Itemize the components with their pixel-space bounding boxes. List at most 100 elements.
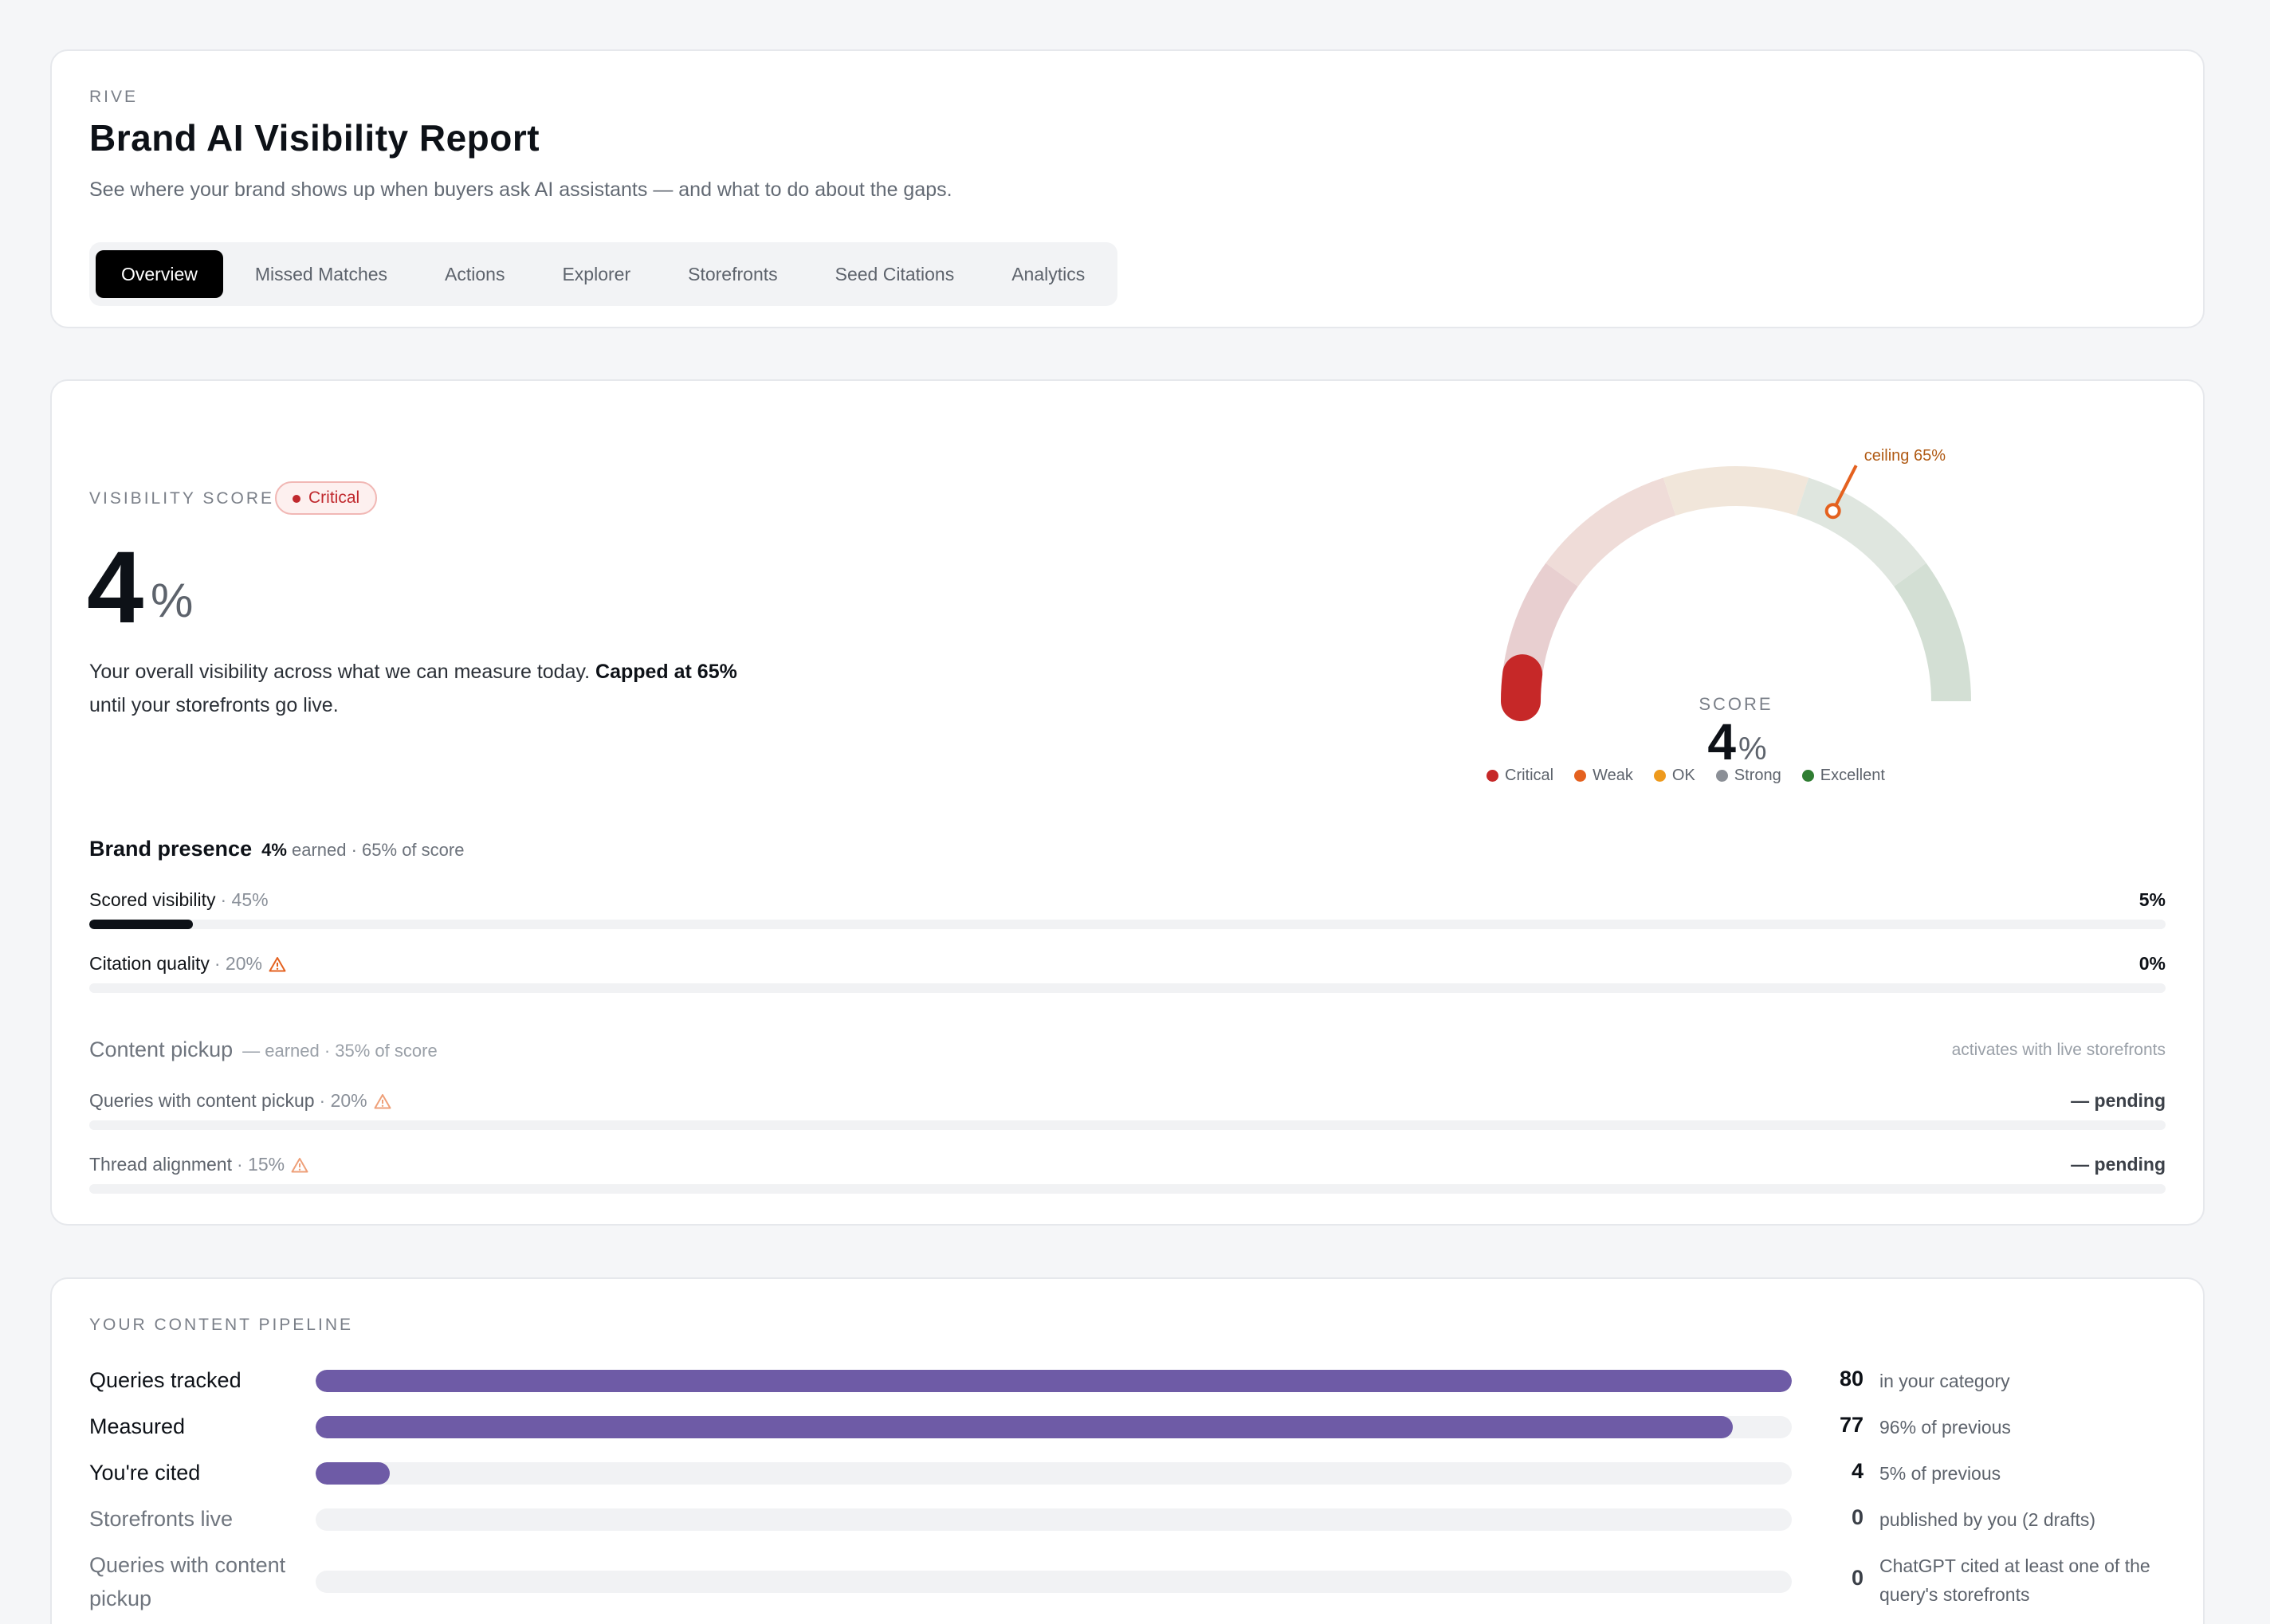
metric-label: Queries with content pickup	[89, 1090, 315, 1111]
warning-icon	[269, 957, 286, 972]
pipeline-fill	[316, 1370, 1792, 1392]
pipeline-fill	[316, 1462, 390, 1485]
brand-presence-meta: earned · 65% of score	[286, 840, 465, 860]
metric-value: 0%	[2138, 953, 2166, 974]
visibility-score-card: VISIBILITY SCORE Critical 4 % Your overa…	[50, 379, 2205, 1226]
pipeline-row-name: Storefronts live	[89, 1507, 234, 1531]
content-pickup-meta: — earned · 35% of score	[242, 1041, 438, 1061]
pipeline-row-name: Measured	[89, 1414, 186, 1438]
metric-weight: · 45%	[220, 889, 269, 910]
status-dot-icon	[293, 495, 300, 503]
brand-label: RIVE	[89, 88, 139, 106]
page-subtitle: See where your brand shows up when buyer…	[89, 178, 952, 201]
status-badge-label: Critical	[308, 488, 360, 507]
metric-label: Thread alignment	[89, 1154, 232, 1175]
warning-icon	[374, 1094, 391, 1109]
metric-track	[89, 983, 2166, 993]
metric-weight: · 15%	[237, 1154, 285, 1175]
legend-item-excellent: Excellent	[1801, 767, 1885, 785]
metric-value: — pending	[2071, 1154, 2166, 1175]
gauge-band	[1893, 563, 1971, 702]
tab-actions[interactable]: Actions	[445, 263, 505, 284]
metric-fill	[89, 920, 194, 929]
pipeline-row-name: Queries with content pickup	[89, 1553, 286, 1610]
brand-presence-earned: 4%	[261, 840, 287, 860]
tab-bar: Overview Missed Matches Actions Explorer…	[89, 242, 1117, 306]
tab-analytics[interactable]: Analytics	[1011, 263, 1086, 284]
legend-dot-icon	[1574, 770, 1587, 782]
gauge-score-unit: %	[1738, 732, 1767, 767]
pipeline-row-name: You're cited	[89, 1461, 201, 1485]
status-badge: Critical	[275, 481, 378, 515]
gauge-band	[1545, 477, 1676, 587]
ceiling-label: ceiling 65%	[1864, 447, 1946, 465]
pipeline-count: 4	[1851, 1459, 1864, 1483]
pipeline-track	[316, 1416, 1792, 1438]
pipeline-note: 5% of previous	[1879, 1463, 2001, 1484]
metric-citation-quality: Citation quality · 20% 0%	[89, 953, 2166, 1001]
score-description-tail: until your storefronts go live.	[89, 694, 339, 716]
metric-thread-alignment: Thread alignment · 15% — pending	[89, 1154, 2166, 1202]
tab-seed-citations[interactable]: Seed Citations	[835, 263, 955, 284]
pipeline-note: published by you (2 drafts)	[1879, 1509, 2096, 1530]
score-description-text: Your overall visibility across what we c…	[89, 661, 596, 683]
gauge-score-label: SCORE	[1699, 694, 1773, 714]
tab-overview[interactable]: Overview	[96, 250, 223, 298]
score-value: 4	[87, 531, 144, 645]
pipeline-note: ChatGPT cited at least one of the query'…	[1879, 1555, 2150, 1605]
pipeline-count: 80	[1839, 1367, 1864, 1391]
pipeline-track	[316, 1508, 1792, 1531]
pipeline-note: 96% of previous	[1879, 1417, 2011, 1438]
legend-item-weak: Weak	[1574, 767, 1633, 785]
metric-label: Citation quality	[89, 953, 210, 974]
gauge-score-value: 4	[1707, 713, 1736, 771]
tab-storefronts[interactable]: Storefronts	[688, 263, 778, 284]
metric-track	[89, 1120, 2166, 1130]
content-pipeline-card: YOUR CONTENT PIPELINE Queries tracked 80…	[50, 1277, 2205, 1624]
gauge-value-arc	[1501, 654, 1543, 721]
gauge-legend: Critical Weak OK Strong Excellent	[1486, 767, 1885, 785]
legend-dot-icon	[1486, 770, 1498, 782]
pipeline-label: YOUR CONTENT PIPELINE	[89, 1316, 353, 1334]
tab-missed-matches[interactable]: Missed Matches	[254, 263, 388, 284]
gauge-band	[1663, 466, 1809, 516]
metric-track	[89, 920, 2166, 929]
pipeline-track	[316, 1370, 1792, 1392]
pipeline-count: 0	[1851, 1566, 1864, 1590]
ceiling-marker-dot	[1824, 503, 1841, 520]
pipeline-note: in your category	[1879, 1371, 2010, 1391]
metric-weight: · 20%	[214, 953, 262, 974]
activates-note: activates with live storefronts	[1951, 1041, 2166, 1059]
pipeline-track	[316, 1462, 1792, 1485]
pipeline-count: 0	[1851, 1505, 1864, 1529]
legend-item-critical: Critical	[1486, 767, 1553, 785]
metric-value: — pending	[2071, 1090, 2166, 1111]
legend-dot-icon	[1653, 770, 1666, 782]
tab-explorer[interactable]: Explorer	[562, 263, 631, 284]
visibility-score-label: VISIBILITY SCORE	[89, 489, 275, 508]
score-description-cap: Capped at 65%	[595, 661, 737, 683]
pipeline-track	[316, 1571, 1792, 1593]
legend-item-ok: OK	[1653, 767, 1695, 785]
legend-item-strong: Strong	[1715, 767, 1781, 785]
page-title: Brand AI Visibility Report	[89, 117, 540, 159]
ceiling-marker-line	[1831, 465, 1858, 512]
pipeline-fill	[316, 1416, 1733, 1438]
metric-weight: · 20%	[319, 1090, 367, 1111]
score-gauge: ceiling 65% SCORE 4 %	[1501, 447, 1971, 771]
pipeline-count: 77	[1839, 1413, 1864, 1437]
metric-queries-content-pickup: Queries with content pickup · 20% — pendi…	[89, 1090, 2166, 1138]
metric-value: 5%	[2138, 889, 2166, 910]
legend-dot-icon	[1801, 770, 1814, 782]
brand-presence-title: Brand presence 4% earned · 65% of score	[89, 837, 465, 861]
content-pickup-title: Content pickup — earned · 35% of score	[89, 1038, 438, 1061]
legend-dot-icon	[1715, 770, 1728, 782]
pipeline-row-name: Queries tracked	[89, 1368, 242, 1392]
score-unit: %	[151, 574, 194, 627]
report-header-card: RIVE Brand AI Visibility Report See wher…	[50, 49, 2205, 328]
gauge-band	[1796, 477, 1926, 587]
warning-icon	[291, 1158, 308, 1173]
score-description: Your overall visibility across what we c…	[89, 655, 759, 722]
metric-track	[89, 1184, 2166, 1194]
metric-label: Scored visibility	[89, 889, 216, 910]
